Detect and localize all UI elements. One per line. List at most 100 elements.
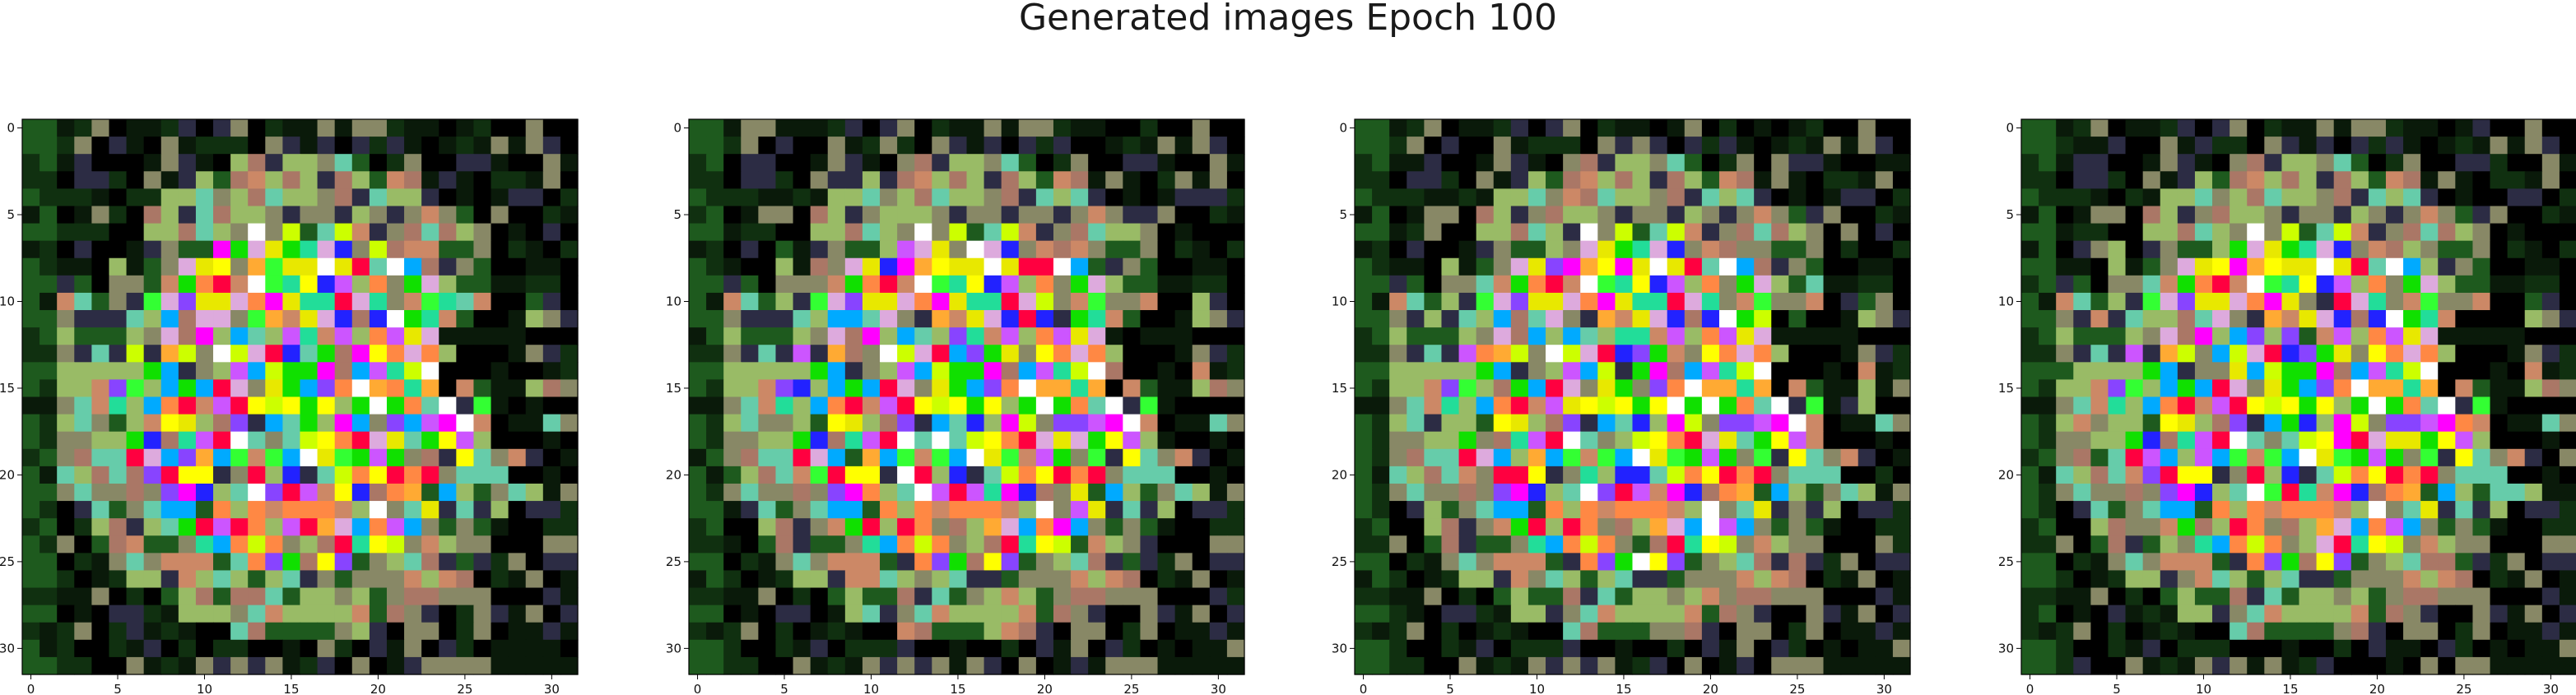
pixel-cell — [863, 484, 881, 502]
pixel-cell — [127, 258, 145, 276]
pixel-cell — [863, 119, 881, 137]
pixel-cell — [1650, 241, 1668, 259]
pixel-cell — [265, 466, 283, 484]
pixel-cell — [2178, 570, 2196, 588]
pixel-cell — [1494, 588, 1512, 606]
pixel-cell — [2108, 640, 2126, 658]
pixel-cell — [775, 258, 793, 276]
pixel-cell — [1597, 327, 1616, 345]
pixel-cell — [1546, 224, 1564, 242]
pixel-cell — [2542, 276, 2560, 294]
pixel-cell — [1210, 570, 1228, 588]
pixel-cell — [2178, 588, 2196, 606]
pixel-cell — [1597, 397, 1616, 415]
pixel-cell — [2542, 588, 2560, 606]
pixel-cell — [1650, 518, 1668, 536]
pixel-cell — [1528, 449, 1546, 467]
pixel-cell — [845, 588, 863, 606]
pixel-cell — [109, 553, 127, 571]
pixel-cell — [2160, 241, 2178, 259]
pixel-cell — [300, 432, 319, 450]
pixel-cell — [2334, 397, 2352, 415]
pixel-cell — [1227, 518, 1245, 536]
pixel-cell — [949, 553, 967, 571]
pixel-cell — [491, 657, 509, 675]
pixel-cell — [144, 588, 162, 606]
pixel-cell — [897, 258, 915, 276]
pixel-cell — [2281, 397, 2299, 415]
pixel-cell — [1580, 535, 1598, 554]
pixel-grid — [1355, 119, 1911, 675]
pixel-cell — [1123, 379, 1141, 397]
pixel-cell — [1193, 501, 1211, 519]
pixel-cell — [1441, 154, 1459, 172]
pixel-cell — [1876, 535, 1894, 554]
pixel-cell — [706, 605, 724, 623]
pixel-cell — [1597, 484, 1616, 502]
pixel-cell — [723, 449, 742, 467]
pixel-cell — [74, 553, 92, 571]
pixel-cell — [2281, 206, 2299, 224]
pixel-cell — [2073, 466, 2091, 484]
pixel-cell — [456, 293, 474, 311]
pixel-cell — [1893, 206, 1911, 224]
pixel-cell — [1123, 206, 1141, 224]
pixel-cell — [2508, 171, 2526, 189]
pixel-cell — [2334, 171, 2352, 189]
pixel-cell — [1754, 518, 1772, 536]
pixel-cell — [2143, 501, 2161, 519]
pixel-cell — [2021, 535, 2039, 554]
pixel-cell — [2039, 119, 2057, 137]
pixel-cell — [1893, 518, 1911, 536]
pixel-cell — [1771, 293, 1789, 311]
pixel-cell — [2472, 657, 2490, 675]
pixel-cell — [144, 206, 162, 224]
pixel-cell — [2264, 137, 2282, 155]
pixel-cell — [2039, 570, 2057, 588]
pixel-cell — [1858, 310, 1876, 328]
pixel-cell — [949, 310, 967, 328]
pixel-cell — [1667, 657, 1686, 675]
pixel-cell — [2212, 119, 2230, 137]
pixel-cell — [1615, 484, 1633, 502]
pixel-cell — [456, 623, 474, 641]
pixel-cell — [1771, 379, 1789, 397]
pixel-cell — [2369, 432, 2387, 450]
pixel-cell — [1597, 258, 1616, 276]
pixel-cell — [1667, 154, 1686, 172]
pixel-cell — [1193, 570, 1211, 588]
pixel-cell — [491, 432, 509, 450]
pixel-cell — [2317, 640, 2335, 658]
pixel-cell — [491, 449, 509, 467]
pixel-cell — [543, 293, 561, 311]
pixel-cell — [2073, 415, 2091, 433]
pixel-cell — [1227, 258, 1245, 276]
pixel-cell — [1702, 415, 1720, 433]
pixel-cell — [1650, 345, 1668, 363]
pixel-cell — [723, 415, 742, 433]
pixel-cell — [1476, 171, 1495, 189]
pixel-cell — [1459, 466, 1477, 484]
pixel-cell — [1528, 588, 1546, 606]
pixel-cell — [1071, 293, 1089, 311]
pixel-cell — [1355, 224, 1373, 242]
pixel-cell — [2455, 206, 2473, 224]
pixel-cell — [1737, 535, 1755, 554]
pixel-cell — [2525, 657, 2543, 675]
pixel-cell — [1053, 432, 1072, 450]
pixel-cell — [1754, 397, 1772, 415]
pixel-cell — [967, 518, 985, 536]
pixel-cell — [845, 206, 863, 224]
pixel-cell — [509, 310, 527, 328]
pixel-cell — [300, 224, 319, 242]
pixel-cell — [863, 535, 881, 554]
pixel-cell — [40, 258, 58, 276]
pixel-cell — [473, 570, 491, 588]
pixel-cell — [2490, 171, 2509, 189]
pixel-cell — [2455, 379, 2473, 397]
pixel-cell — [491, 154, 509, 172]
pixel-cell — [473, 119, 491, 137]
pixel-cell — [1105, 276, 1123, 294]
pixel-cell — [967, 310, 985, 328]
pixel-cell — [2455, 241, 2473, 259]
